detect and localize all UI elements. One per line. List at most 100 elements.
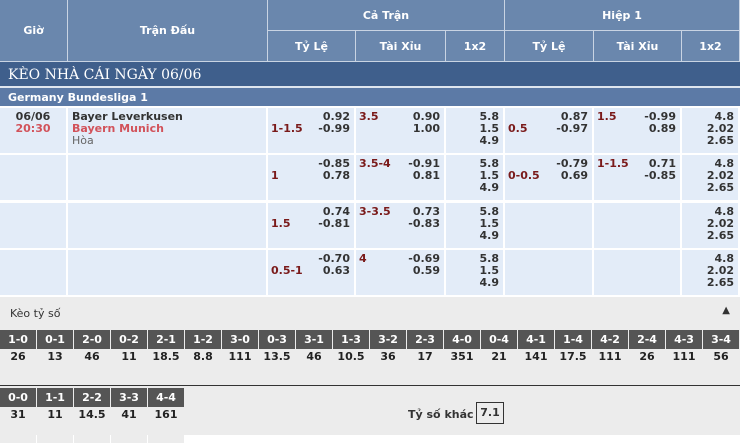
ft-over-under-odds-1[interactable]: 0.73	[412, 204, 440, 218]
ft-1x2-draw[interactable]: 4.9	[479, 228, 500, 242]
ft-handicap-odds-1[interactable]: -0.70	[318, 251, 350, 265]
score-odds[interactable]: 17.5	[555, 349, 591, 385]
h1-over-under-cell[interactable]	[594, 249, 682, 295]
ft-handicap-odds-1[interactable]: 0.74	[322, 204, 350, 218]
ft-1x2-away[interactable]: 1.5	[479, 263, 500, 277]
h1-1x2-home[interactable]: 4.8	[714, 110, 735, 123]
score-odds[interactable]: 111	[222, 349, 258, 385]
ft-over-under-odds-2[interactable]: 0.81	[412, 169, 440, 183]
ft-handicap-cell[interactable]: 1.5 0.74 -0.81	[268, 202, 356, 248]
ft-1x2-cell[interactable]: 5.8 1.5 4.9	[446, 108, 505, 153]
h1-1x2-away[interactable]: 2.02	[706, 122, 734, 135]
h1-over-under-cell[interactable]: 1.5 -0.99 0.89	[594, 108, 682, 153]
score-cell[interactable]: 1-2 8.8	[185, 330, 221, 385]
score-odds[interactable]: 161	[148, 407, 184, 443]
score-odds[interactable]: 11	[111, 349, 147, 385]
score-cell[interactable]: 1-0 26	[0, 330, 36, 385]
score-cell[interactable]: 4-1 141	[518, 330, 554, 385]
ft-over-under-odds-1[interactable]: -0.91	[408, 157, 440, 171]
h1-1x2-cell[interactable]: 4.8 2.02 2.65	[682, 108, 740, 153]
h1-handicap-cell[interactable]: 0.5 0.87 -0.97	[505, 108, 594, 153]
h1-1x2-home[interactable]: 4.8	[714, 204, 735, 218]
score-cell[interactable]: 2-3 17	[407, 330, 443, 385]
ft-1x2-draw[interactable]: 4.9	[479, 181, 500, 195]
ft-handicap-odds-1[interactable]: -0.85	[318, 157, 350, 171]
score-odds[interactable]: 21	[481, 349, 517, 385]
h1-handicap-cell[interactable]	[505, 249, 594, 295]
score-cell[interactable]: 2-1 18.5	[148, 330, 184, 385]
score-odds[interactable]: 18.5	[148, 349, 184, 385]
ft-over-under-cell[interactable]: 3.5-4 -0.91 0.81	[356, 155, 446, 201]
ft-over-under-odds-2[interactable]: 0.59	[412, 263, 440, 277]
score-cell[interactable]: 2-0 46	[74, 330, 110, 385]
score-cell[interactable]: 0-1 13	[37, 330, 73, 385]
ft-over-under-cell[interactable]: 3-3.5 0.73 -0.83	[356, 202, 446, 248]
score-odds[interactable]: 46	[74, 349, 110, 385]
h1-over-under-cell[interactable]	[594, 202, 682, 248]
ft-1x2-draw[interactable]: 4.9	[479, 134, 500, 147]
ft-1x2-away[interactable]: 1.5	[479, 122, 500, 135]
score-odds[interactable]: 111	[592, 349, 628, 385]
h1-over-under-odds-2[interactable]: -0.85	[644, 169, 676, 183]
ft-1x2-away[interactable]: 1.5	[479, 169, 500, 183]
h1-1x2-away[interactable]: 2.02	[706, 263, 734, 277]
score-cell[interactable]: 4-2 111	[592, 330, 628, 385]
ft-handicap-odds-2[interactable]: -0.81	[318, 216, 350, 230]
score-odds[interactable]: 14.5	[74, 407, 110, 443]
h1-1x2-cell[interactable]: 4.8 2.02 2.65	[682, 202, 740, 248]
score-odds[interactable]: 26	[0, 349, 36, 385]
h1-1x2-cell[interactable]: 4.8 2.02 2.65	[682, 249, 740, 295]
score-cell[interactable]: 2-4 26	[629, 330, 665, 385]
score-cell[interactable]: 0-3 13.5	[259, 330, 295, 385]
score-odds[interactable]: 36	[370, 349, 406, 385]
score-odds[interactable]: 26	[629, 349, 665, 385]
ft-1x2-cell[interactable]: 5.8 1.5 4.9	[446, 249, 505, 295]
score-cell[interactable]: 3-0 111	[222, 330, 258, 385]
score-odds[interactable]: 31	[0, 407, 36, 443]
h1-1x2-away[interactable]: 2.02	[706, 169, 734, 183]
ft-1x2-home[interactable]: 5.8	[479, 251, 500, 265]
ft-over-under-cell[interactable]: 3.5 0.90 1.00	[356, 108, 446, 153]
h1-handicap-odds-2[interactable]: 0.69	[560, 169, 588, 183]
score-odds[interactable]: 56	[703, 349, 739, 385]
score-cell[interactable]: 3-4 56	[703, 330, 739, 385]
score-odds[interactable]: 8.8	[185, 349, 221, 385]
h1-1x2-home[interactable]: 4.8	[714, 251, 735, 265]
score-odds[interactable]: 46	[296, 349, 332, 385]
ft-1x2-home[interactable]: 5.8	[479, 157, 500, 171]
score-odds[interactable]: 13.5	[259, 349, 295, 385]
score-cell[interactable]: 4-0 351	[444, 330, 480, 385]
ft-over-under-odds-1[interactable]: -0.69	[408, 251, 440, 265]
ft-handicap-odds-2[interactable]: 0.78	[322, 169, 350, 183]
score-odds[interactable]: 351	[444, 349, 480, 385]
ft-1x2-home[interactable]: 5.8	[479, 110, 500, 123]
h1-1x2-draw[interactable]: 2.65	[706, 181, 734, 195]
h1-1x2-draw[interactable]: 2.65	[706, 134, 734, 147]
ft-1x2-cell[interactable]: 5.8 1.5 4.9	[446, 202, 505, 248]
h1-1x2-home[interactable]: 4.8	[714, 157, 735, 171]
score-cell[interactable]: 1-3 10.5	[333, 330, 369, 385]
triangle-up-icon[interactable]: ▲	[722, 305, 730, 316]
score-cell[interactable]: 3-2 36	[370, 330, 406, 385]
ft-handicap-cell[interactable]: 1-1.5 0.92 -0.99	[268, 108, 356, 153]
ft-1x2-draw[interactable]: 4.9	[479, 275, 500, 289]
score-odds[interactable]: 13	[37, 349, 73, 385]
h1-handicap-cell[interactable]: 0-0.5 -0.79 0.69	[505, 155, 594, 201]
other-score-value[interactable]: 7.1	[476, 402, 504, 424]
ft-over-under-cell[interactable]: 4 -0.69 0.59	[356, 249, 446, 295]
h1-1x2-cell[interactable]: 4.8 2.02 2.65	[682, 155, 740, 201]
league-name[interactable]: Germany Bundesliga 1	[0, 88, 740, 108]
score-cell[interactable]: 0-2 11	[111, 330, 147, 385]
h1-handicap-odds-1[interactable]: 0.87	[560, 110, 588, 123]
h1-1x2-draw[interactable]: 2.65	[706, 228, 734, 242]
ft-over-under-odds-2[interactable]: 1.00	[412, 122, 440, 135]
ft-handicap-cell[interactable]: 1 -0.85 0.78	[268, 155, 356, 201]
ft-1x2-away[interactable]: 1.5	[479, 216, 500, 230]
h1-over-under-odds-1[interactable]: -0.99	[644, 110, 676, 123]
ft-over-under-odds-1[interactable]: 0.90	[412, 110, 440, 123]
ft-1x2-cell[interactable]: 5.8 1.5 4.9	[446, 155, 505, 201]
ft-handicap-odds-2[interactable]: -0.99	[318, 122, 350, 135]
ft-handicap-odds-1[interactable]: 0.92	[322, 110, 350, 123]
h1-over-under-odds-1[interactable]: 0.71	[648, 157, 676, 171]
h1-over-under-odds-2[interactable]: 0.89	[648, 122, 676, 135]
